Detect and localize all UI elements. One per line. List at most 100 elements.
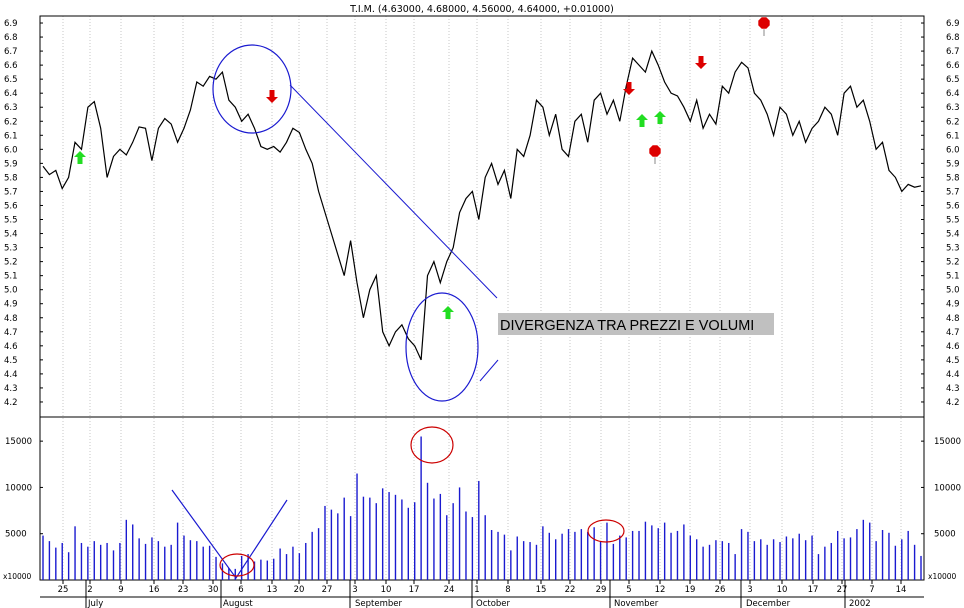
price-y-tick-label-right: 4.9 [946, 300, 960, 310]
price-y-tick-label-right: 5.3 [946, 244, 960, 254]
price-y-tick-label-left: 4.6 [4, 342, 18, 352]
divergence-label-box [498, 313, 774, 335]
price-y-tick-label-left: 6.5 [4, 75, 18, 85]
x-axis: 25 2 9 16 23 30 6 13 20 27 3 10 17 24 1 8 15 22 29 5 12 19 26 3… [58, 580, 906, 608]
trend-line-segment [479, 359, 499, 382]
price-y-tick-label-right: 6.9 [946, 19, 960, 29]
x-day-label: 6 [238, 585, 243, 595]
price-y-tick-label-right: 6.7 [946, 47, 960, 57]
sell-arrow-icon [623, 82, 635, 95]
x-day-label: 3 [747, 585, 752, 595]
price-y-tick-label-right: 6.0 [946, 145, 960, 155]
volume-y-tick-label-right: 10000 [934, 483, 961, 493]
x-day-label: 27 [322, 585, 333, 595]
x-day-label: 30 [208, 585, 219, 595]
volume-low-circle [219, 553, 255, 577]
price-y-tick-label-left: 5.4 [4, 230, 18, 240]
x-month-label: October [476, 599, 511, 608]
x-day-label: 15 [536, 585, 547, 595]
volume-y-tick-label-right: 5000 [934, 530, 956, 540]
volume-y-tick-label-left: 10000 [5, 483, 32, 493]
volume-rise-circle [587, 519, 625, 543]
x-day-label: 9 [118, 585, 123, 595]
volume-v-lines [171, 489, 288, 580]
grid [62, 16, 902, 580]
price-y-tick-label-left: 5.9 [4, 159, 18, 169]
x-month-label: December [746, 599, 791, 608]
price-y-tick-label-left: 5.1 [4, 272, 18, 282]
price-y-tick-label-right: 4.3 [946, 384, 960, 394]
price-y-tick-label-left: 6.4 [4, 89, 18, 99]
volume-bars [42, 436, 922, 580]
price-top-circle [212, 44, 292, 134]
x-day-label: 1 [474, 585, 479, 595]
price-y-tick-label-right: 4.2 [946, 398, 960, 408]
price-y-tick-label-right: 6.6 [946, 61, 960, 71]
price-y-tick-label-right: 4.7 [946, 328, 960, 338]
price-y-tick-label-left: 5.3 [4, 244, 18, 254]
x-day-label: 16 [149, 585, 160, 595]
price-y-tick-label-right: 5.1 [946, 272, 960, 282]
volume-unit-label-left: x10000 [3, 572, 32, 581]
price-y-tick-label-left: 6.8 [4, 33, 18, 43]
price-y-tick-label-right: 5.9 [946, 159, 960, 169]
price-y-tick-label-right: 5.8 [946, 173, 960, 183]
volume-y-tick-label-right: 15000 [934, 437, 961, 447]
x-day-label: 22 [565, 585, 576, 595]
price-y-tick-label-right: 5.4 [946, 230, 960, 240]
x-day-label: 20 [294, 585, 305, 595]
price-bottom-circle [405, 292, 479, 402]
price-y-tick-label-right: 6.1 [946, 131, 960, 141]
price-series [42, 49, 922, 361]
price-y-tick-label-left: 5.6 [4, 201, 18, 211]
price-y-tick-label-left: 4.4 [4, 370, 18, 380]
price-y-tick-label-left: 4.3 [4, 384, 18, 394]
price-y-tick-label-left: 4.2 [4, 398, 18, 408]
price-y-tick-label-left: 5.8 [4, 173, 18, 183]
x-month-label: November [614, 599, 659, 608]
price-y-tick-label-left: 5.5 [4, 216, 18, 226]
x-day-label: 23 [178, 585, 189, 595]
price-y-tick-label-left: 5.7 [4, 187, 18, 197]
price-y-tick-label-right: 5.7 [946, 187, 960, 197]
price-y-tick-label-left: 6.7 [4, 47, 18, 57]
x-day-label: 12 [655, 585, 666, 595]
x-month-label: 2002 [849, 599, 871, 608]
x-day-label: 17 [409, 585, 420, 595]
x-month-label: August [223, 599, 253, 608]
price-y-tick-label-left: 5.2 [4, 258, 18, 268]
chart-frame [39, 15, 925, 598]
x-day-label: 27 [837, 585, 848, 595]
x-day-label: 25 [58, 585, 69, 595]
price-y-tick-label-right: 5.6 [946, 201, 960, 211]
price-y-tick-label-left: 4.8 [4, 314, 18, 324]
chart-title: T.I.M. (4.63000, 4.68000, 4.56000, 4.640… [349, 4, 614, 15]
price-y-tick-label-left: 4.5 [4, 356, 18, 366]
price-y-tick-label-right: 5.2 [946, 258, 960, 268]
x-day-label: 8 [505, 585, 510, 595]
x-day-label: 2 [87, 585, 92, 595]
price-y-tick-label-right: 6.2 [946, 117, 960, 127]
divergence-label-text: DIVERGENZA TRA PREZZI E VOLUMI [500, 318, 754, 334]
price-line [42, 49, 922, 361]
buy-arrow-icon [636, 114, 648, 127]
x-month-label: July [87, 599, 103, 608]
buy-arrow-icon [654, 111, 666, 124]
volume-y-tick-label-left: 15000 [5, 437, 32, 447]
x-day-label: 24 [444, 585, 455, 595]
price-y-tick-label-left: 4.7 [4, 328, 18, 338]
price-y-tick-label-right: 5.0 [946, 286, 960, 296]
stop-sign-icon [648, 144, 662, 158]
price-y-tick-label-right: 6.8 [946, 33, 960, 43]
price-y-tick-label-left: 5.0 [4, 286, 18, 296]
price-y-tick-label-left: 6.3 [4, 103, 18, 113]
price-y-tick-label-right: 6.3 [946, 103, 960, 113]
x-day-label: 10 [777, 585, 788, 595]
price-y-tick-label-right: 4.5 [946, 356, 960, 366]
volume-unit-label-right: x10000 [928, 572, 957, 581]
price-y-tick-label-right: 4.8 [946, 314, 960, 324]
price-y-tick-label-left: 6.0 [4, 145, 18, 155]
stop-sign-icon [757, 16, 771, 30]
x-day-label: 26 [715, 585, 726, 595]
